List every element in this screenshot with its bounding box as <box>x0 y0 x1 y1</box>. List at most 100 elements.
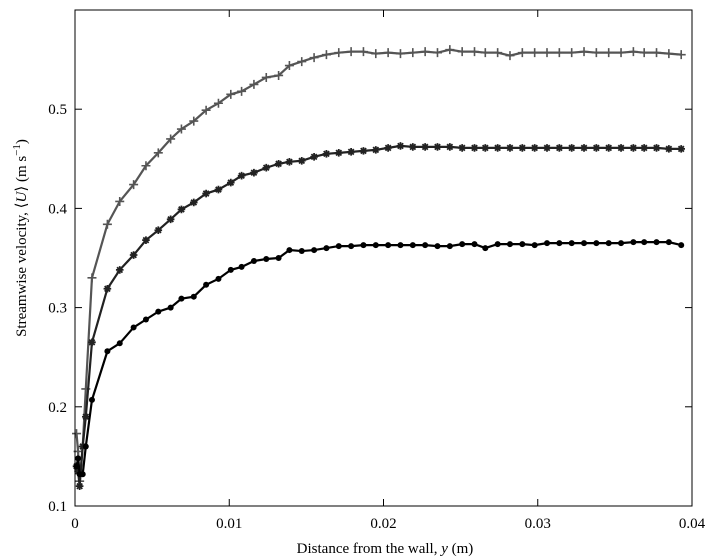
data-point <box>629 144 638 152</box>
data-point <box>115 196 125 206</box>
data-point <box>555 144 564 152</box>
data-point <box>421 143 429 151</box>
data-point <box>652 48 662 58</box>
data-point <box>360 242 367 249</box>
data-point <box>237 86 247 96</box>
data-point <box>604 48 614 58</box>
data-point <box>482 245 489 252</box>
data-point <box>167 304 174 311</box>
data-point <box>261 72 271 82</box>
data-point <box>506 241 513 248</box>
data-point <box>334 149 343 157</box>
data-point <box>665 145 673 153</box>
data-point <box>286 247 293 254</box>
data-point <box>458 144 466 152</box>
data-point <box>372 242 379 249</box>
data-point <box>518 144 527 152</box>
data-point <box>104 348 111 355</box>
data-point <box>593 240 600 247</box>
data-point <box>556 240 563 247</box>
data-point <box>322 150 331 158</box>
data-point <box>677 145 686 153</box>
data-point <box>87 273 97 283</box>
data-point <box>519 241 526 248</box>
series-1 <box>72 45 686 486</box>
data-point <box>605 240 612 247</box>
data-point <box>263 255 270 262</box>
data-point <box>433 143 442 151</box>
data-point <box>471 241 478 248</box>
data-point <box>130 324 137 331</box>
data-point <box>530 48 540 58</box>
y-axis-label: Streamwise velocity, ⟨U⟩ (m s−1) <box>11 139 30 337</box>
data-point <box>676 50 686 60</box>
data-point <box>310 153 318 161</box>
data-point <box>115 266 124 274</box>
data-point <box>358 47 368 57</box>
y-tick-label: 0.5 <box>48 102 67 118</box>
data-point <box>178 295 185 302</box>
data-point <box>395 49 405 59</box>
data-point <box>581 240 588 247</box>
plot-background <box>75 10 692 506</box>
data-point <box>297 57 307 67</box>
plot-area <box>75 10 692 506</box>
data-point <box>250 257 257 264</box>
data-point <box>189 198 198 207</box>
data-point <box>275 255 282 261</box>
data-point <box>73 463 80 470</box>
data-point <box>470 144 479 152</box>
data-point <box>506 144 514 152</box>
data-point <box>238 263 245 270</box>
data-point <box>202 189 210 198</box>
data-point <box>505 51 515 61</box>
data-point <box>309 53 319 63</box>
data-point <box>457 47 467 57</box>
data-point <box>554 48 564 58</box>
data-point <box>630 239 637 246</box>
data-point <box>628 47 638 57</box>
data-point <box>274 159 283 168</box>
data-point <box>81 412 90 421</box>
y-tick-label: 0.1 <box>48 499 67 515</box>
data-point <box>494 241 501 248</box>
data-point <box>384 144 392 152</box>
data-point <box>311 247 318 254</box>
data-point <box>249 79 259 89</box>
data-point <box>408 48 418 58</box>
x-axis-label: Distance from the wall, y (m) <box>297 541 474 557</box>
x-tick-label: 0.03 <box>525 516 551 532</box>
data-point <box>544 240 551 247</box>
data-point <box>166 134 176 144</box>
data-point <box>542 48 552 58</box>
data-point <box>285 157 294 166</box>
data-point <box>640 144 648 152</box>
data-point <box>434 243 441 250</box>
data-point <box>446 143 454 151</box>
data-point <box>641 239 648 246</box>
data-point <box>347 148 355 156</box>
data-point <box>652 144 661 152</box>
x-tick-label: 0 <box>71 516 79 532</box>
data-point <box>142 316 149 323</box>
data-point <box>213 98 223 108</box>
data-point <box>262 163 271 172</box>
series-layer <box>72 45 686 490</box>
data-point <box>177 205 186 214</box>
data-point <box>297 156 306 165</box>
data-point <box>103 284 112 293</box>
data-point <box>446 243 453 250</box>
data-point <box>79 471 86 478</box>
data-point <box>334 48 344 58</box>
data-point <box>141 161 151 171</box>
data-point <box>75 455 82 462</box>
x-tick-label: 0.02 <box>370 516 396 532</box>
data-point <box>82 443 89 450</box>
data-point <box>493 48 503 58</box>
data-point <box>617 144 625 152</box>
data-point <box>396 142 405 150</box>
data-point <box>116 340 123 347</box>
data-point <box>409 143 417 151</box>
data-point <box>227 266 234 273</box>
data-point <box>274 70 284 80</box>
